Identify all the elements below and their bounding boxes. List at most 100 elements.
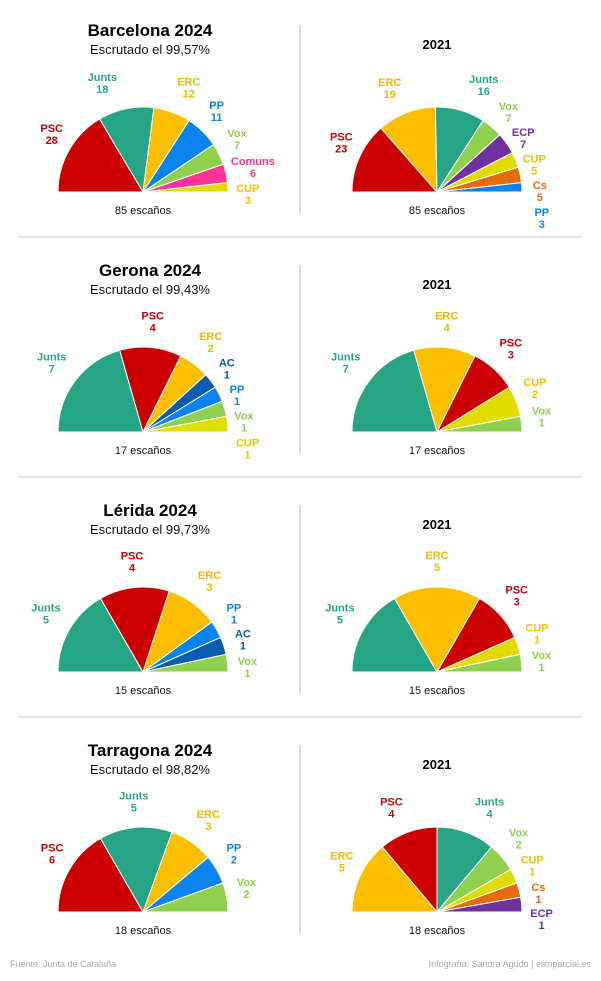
party-seats: 3	[205, 821, 211, 833]
party-name: ERC	[198, 570, 221, 582]
slice-label-vox: Vox 1	[238, 656, 258, 680]
party-seats: 2	[208, 343, 214, 355]
chart-title: Lérida 2024	[103, 501, 197, 520]
slice-label-vox: Vox 2	[509, 828, 529, 852]
party-name: CUP	[523, 153, 546, 165]
party-name: PSC	[141, 310, 164, 322]
slice-psc	[351, 127, 439, 193]
footer-credit: Infografía: Sandra Agudo | elimparcial.e…	[429, 959, 592, 969]
party-name: Vox	[237, 877, 257, 889]
slice-label-junts: Junts 4	[475, 796, 504, 820]
slice-label-psc: PSC 3	[499, 337, 522, 361]
party-name: ERC	[378, 77, 401, 89]
party-seats: 23	[335, 144, 347, 156]
party-name: Junts	[331, 352, 360, 364]
party-name: PP	[227, 603, 242, 615]
slice-label-pp: PP 3	[534, 207, 549, 231]
slice-erc	[413, 346, 476, 434]
party-seats: 28	[46, 135, 58, 147]
party-name: PSC	[499, 337, 522, 349]
party-name: Junts	[475, 796, 504, 808]
party-name: Vox	[499, 101, 519, 113]
slice-label-psc: PSC 28	[40, 123, 63, 147]
party-name: CUP	[525, 623, 548, 635]
slice-label-cup: CUP 2	[523, 377, 546, 401]
slice-vox	[142, 653, 229, 673]
chart-subtitle: Escrutado el 98,82%	[90, 762, 210, 777]
chart-title: Gerona 2024	[99, 261, 202, 280]
chart-title: Tarragona 2024	[88, 741, 213, 760]
slice-label-vox: Vox 7	[499, 101, 519, 125]
slice-label-pp: PP 11	[209, 100, 224, 124]
slice-junts	[99, 826, 173, 914]
chart-title: 2021	[423, 37, 452, 52]
slice-label-junts: Junts 7	[331, 352, 360, 376]
party-name: Cs	[531, 882, 545, 894]
chart-subtitle: Escrutado el 99,57%	[90, 42, 210, 57]
slice-label-erc: ERC 3	[197, 809, 220, 833]
party-name: PP	[227, 843, 242, 855]
slice-vox	[436, 415, 523, 433]
party-seats: 6	[250, 168, 256, 180]
party-seats: 1	[539, 920, 545, 932]
party-name: Vox	[509, 828, 529, 840]
party-name: PP	[230, 384, 245, 396]
party-seats: 2	[231, 855, 237, 867]
party-seats: 18	[96, 84, 108, 96]
slice-label-cs: Cs 5	[533, 180, 547, 204]
party-seats: 1	[534, 635, 540, 647]
slice-label-psc: PSC 4	[141, 310, 164, 334]
party-name: ERC	[425, 550, 448, 562]
party-seats: 3	[514, 597, 520, 609]
slice-label-erc: ERC 12	[177, 76, 200, 100]
total-seats-label: 85 escaños	[115, 205, 172, 217]
party-name: Vox	[238, 656, 258, 668]
party-seats: 7	[234, 140, 240, 152]
slice-cup	[142, 415, 229, 433]
slice-label-psc: PSC 4	[380, 796, 403, 820]
party-seats: 3	[206, 582, 212, 594]
chart-title: 2021	[423, 277, 452, 292]
party-name: Comuns	[231, 156, 275, 168]
slice-label-comuns: Comuns 6	[231, 156, 275, 180]
party-seats: 5	[434, 562, 440, 574]
slice-label-erc: ERC 2	[199, 331, 222, 355]
party-seats: 1	[538, 662, 544, 674]
party-seats: 2	[532, 389, 538, 401]
party-seats: 1	[241, 422, 247, 434]
total-seats-label: 85 escaños	[409, 205, 466, 217]
party-seats: 5	[43, 615, 49, 627]
total-seats-label: 15 escaños	[115, 685, 172, 697]
party-name: ECP	[530, 908, 553, 920]
slice-label-vox: Vox 1	[234, 410, 254, 434]
slice-erc	[351, 846, 439, 913]
slice-psc	[57, 837, 144, 913]
slice-label-ac: AC 1	[219, 358, 235, 382]
slice-vox	[142, 882, 229, 913]
party-seats: 5	[339, 863, 345, 875]
party-name: PSC	[330, 132, 353, 144]
total-seats-label: 15 escaños	[409, 685, 466, 697]
chart-barcelona-2024: Barcelona 2024 Escrutado el 99,57% 85 esca…	[40, 21, 275, 217]
slice-label-ac: AC 1	[235, 629, 251, 653]
party-seats: 1	[535, 894, 541, 906]
party-seats: 2	[243, 889, 249, 901]
party-name: Vox	[234, 410, 254, 422]
slice-junts	[57, 597, 144, 673]
slice-label-ecp: ECP 7	[512, 127, 535, 151]
slice-label-cs: Cs 1	[531, 882, 545, 906]
slice-label-junts: Junts 16	[469, 74, 498, 98]
party-name: CUP	[521, 855, 544, 867]
party-name: Vox	[532, 405, 552, 417]
party-seats: 5	[337, 615, 343, 627]
party-name: ERC	[435, 310, 458, 322]
total-seats-label: 18 escaños	[115, 925, 172, 937]
slice-junts	[351, 597, 438, 673]
chart-lérida-2024: Lérida 2024 Escrutado el 99,73% 15 escaños…	[31, 501, 258, 697]
party-seats: 6	[49, 855, 55, 867]
party-name: Cs	[533, 180, 547, 192]
party-seats: 16	[478, 86, 490, 98]
chart-title: Barcelona 2024	[88, 21, 213, 40]
party-name: ERC	[197, 809, 220, 821]
